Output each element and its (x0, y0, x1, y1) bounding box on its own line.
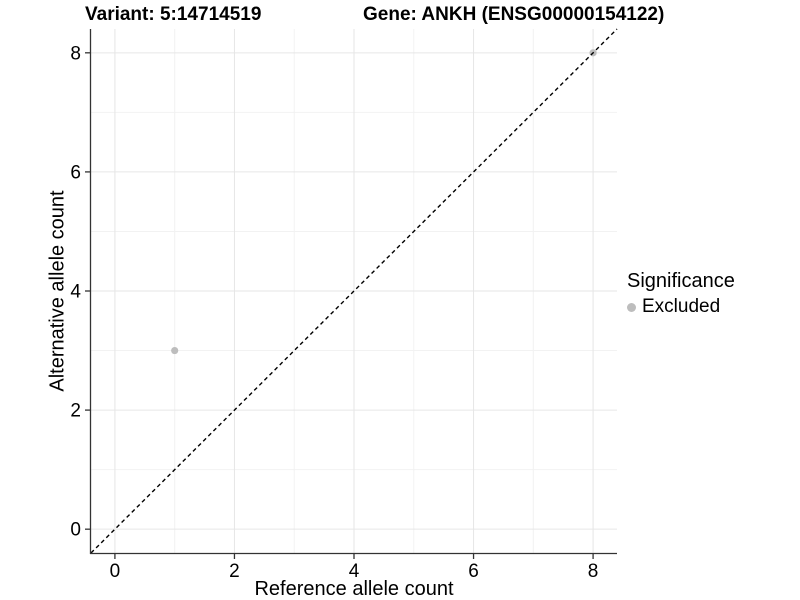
y-tick-label: 4 (70, 282, 81, 303)
x-axis-title: Reference allele count (254, 578, 454, 600)
y-tick-label: 6 (70, 162, 81, 183)
legend: Significance Excluded (627, 270, 735, 318)
plot-title-variant: Variant: 5:14714519 (85, 4, 262, 25)
legend-title: Significance (627, 270, 735, 292)
legend-entry-label: Excluded (642, 296, 721, 317)
y-tick-label: 0 (70, 520, 81, 541)
identity-line (90, 28, 618, 554)
data-point (171, 346, 179, 355)
y-axis-title: Alternative allele count (46, 190, 69, 392)
x-tick-label: 4 (349, 561, 360, 582)
y-tick-label: 8 (70, 43, 81, 64)
x-tick-label: 6 (468, 561, 479, 582)
y-tick-label: 2 (70, 401, 81, 422)
x-tick-label: 8 (588, 561, 599, 582)
plot-title-gene: Gene: ANKH (ENSG00000154122) (363, 4, 665, 25)
legend-point-icon (627, 302, 636, 312)
x-tick-label: 0 (110, 561, 121, 582)
legend-entry-excluded: Excluded (627, 296, 735, 318)
x-tick-label: 2 (229, 561, 240, 582)
